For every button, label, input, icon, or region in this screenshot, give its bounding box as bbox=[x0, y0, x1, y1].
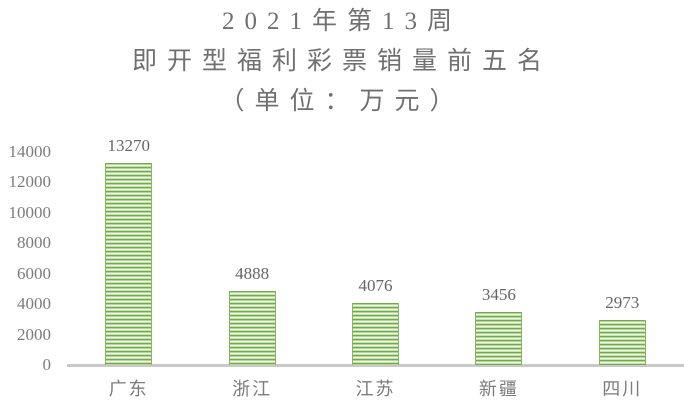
y-axis-tick-label: 10000 bbox=[8, 202, 52, 222]
bar-新疆 bbox=[475, 312, 523, 365]
y-axis-tick-label: 14000 bbox=[8, 142, 52, 161]
bar-四川 bbox=[598, 319, 646, 365]
y-axis-tick-label: 12000 bbox=[8, 172, 52, 192]
x-axis-category-label-浙江: 浙江 bbox=[232, 379, 273, 399]
x-axis-category-label-新疆: 新疆 bbox=[478, 379, 519, 399]
bar-江苏 bbox=[352, 302, 399, 365]
data-label-江苏: 4076 bbox=[358, 275, 393, 295]
chart-title-line-2: 即开型福利彩票销量前五名 bbox=[131, 48, 552, 75]
chart-title: 2021年第13周 即开型福利彩票销量前五名 （单位：万元） bbox=[0, 2, 684, 122]
bar-广东 bbox=[105, 163, 153, 365]
y-axis-tick-label: 0 bbox=[42, 355, 52, 374]
y-axis-tick-label: 8000 bbox=[17, 233, 51, 253]
x-axis-category-label-江苏: 江苏 bbox=[355, 379, 396, 399]
y-axis-tick-label: 2000 bbox=[17, 324, 51, 344]
x-axis-category-label-广东: 广东 bbox=[108, 379, 149, 399]
data-label-浙江: 4888 bbox=[235, 263, 270, 283]
y-axis-tick-label: 6000 bbox=[17, 263, 51, 283]
chart-title-line-3: （单位：万元） bbox=[219, 88, 465, 115]
data-label-新疆: 3456 bbox=[481, 285, 516, 305]
data-label-广东: 13270 bbox=[107, 136, 150, 156]
data-label-四川: 2973 bbox=[605, 292, 640, 312]
y-axis-tick-label: 4000 bbox=[17, 294, 51, 314]
x-axis-category-label-四川: 四川 bbox=[602, 379, 643, 399]
chart-title-line-1: 2021年第13周 bbox=[221, 8, 462, 35]
bar-浙江 bbox=[228, 290, 276, 365]
x-axis-line bbox=[67, 364, 684, 367]
